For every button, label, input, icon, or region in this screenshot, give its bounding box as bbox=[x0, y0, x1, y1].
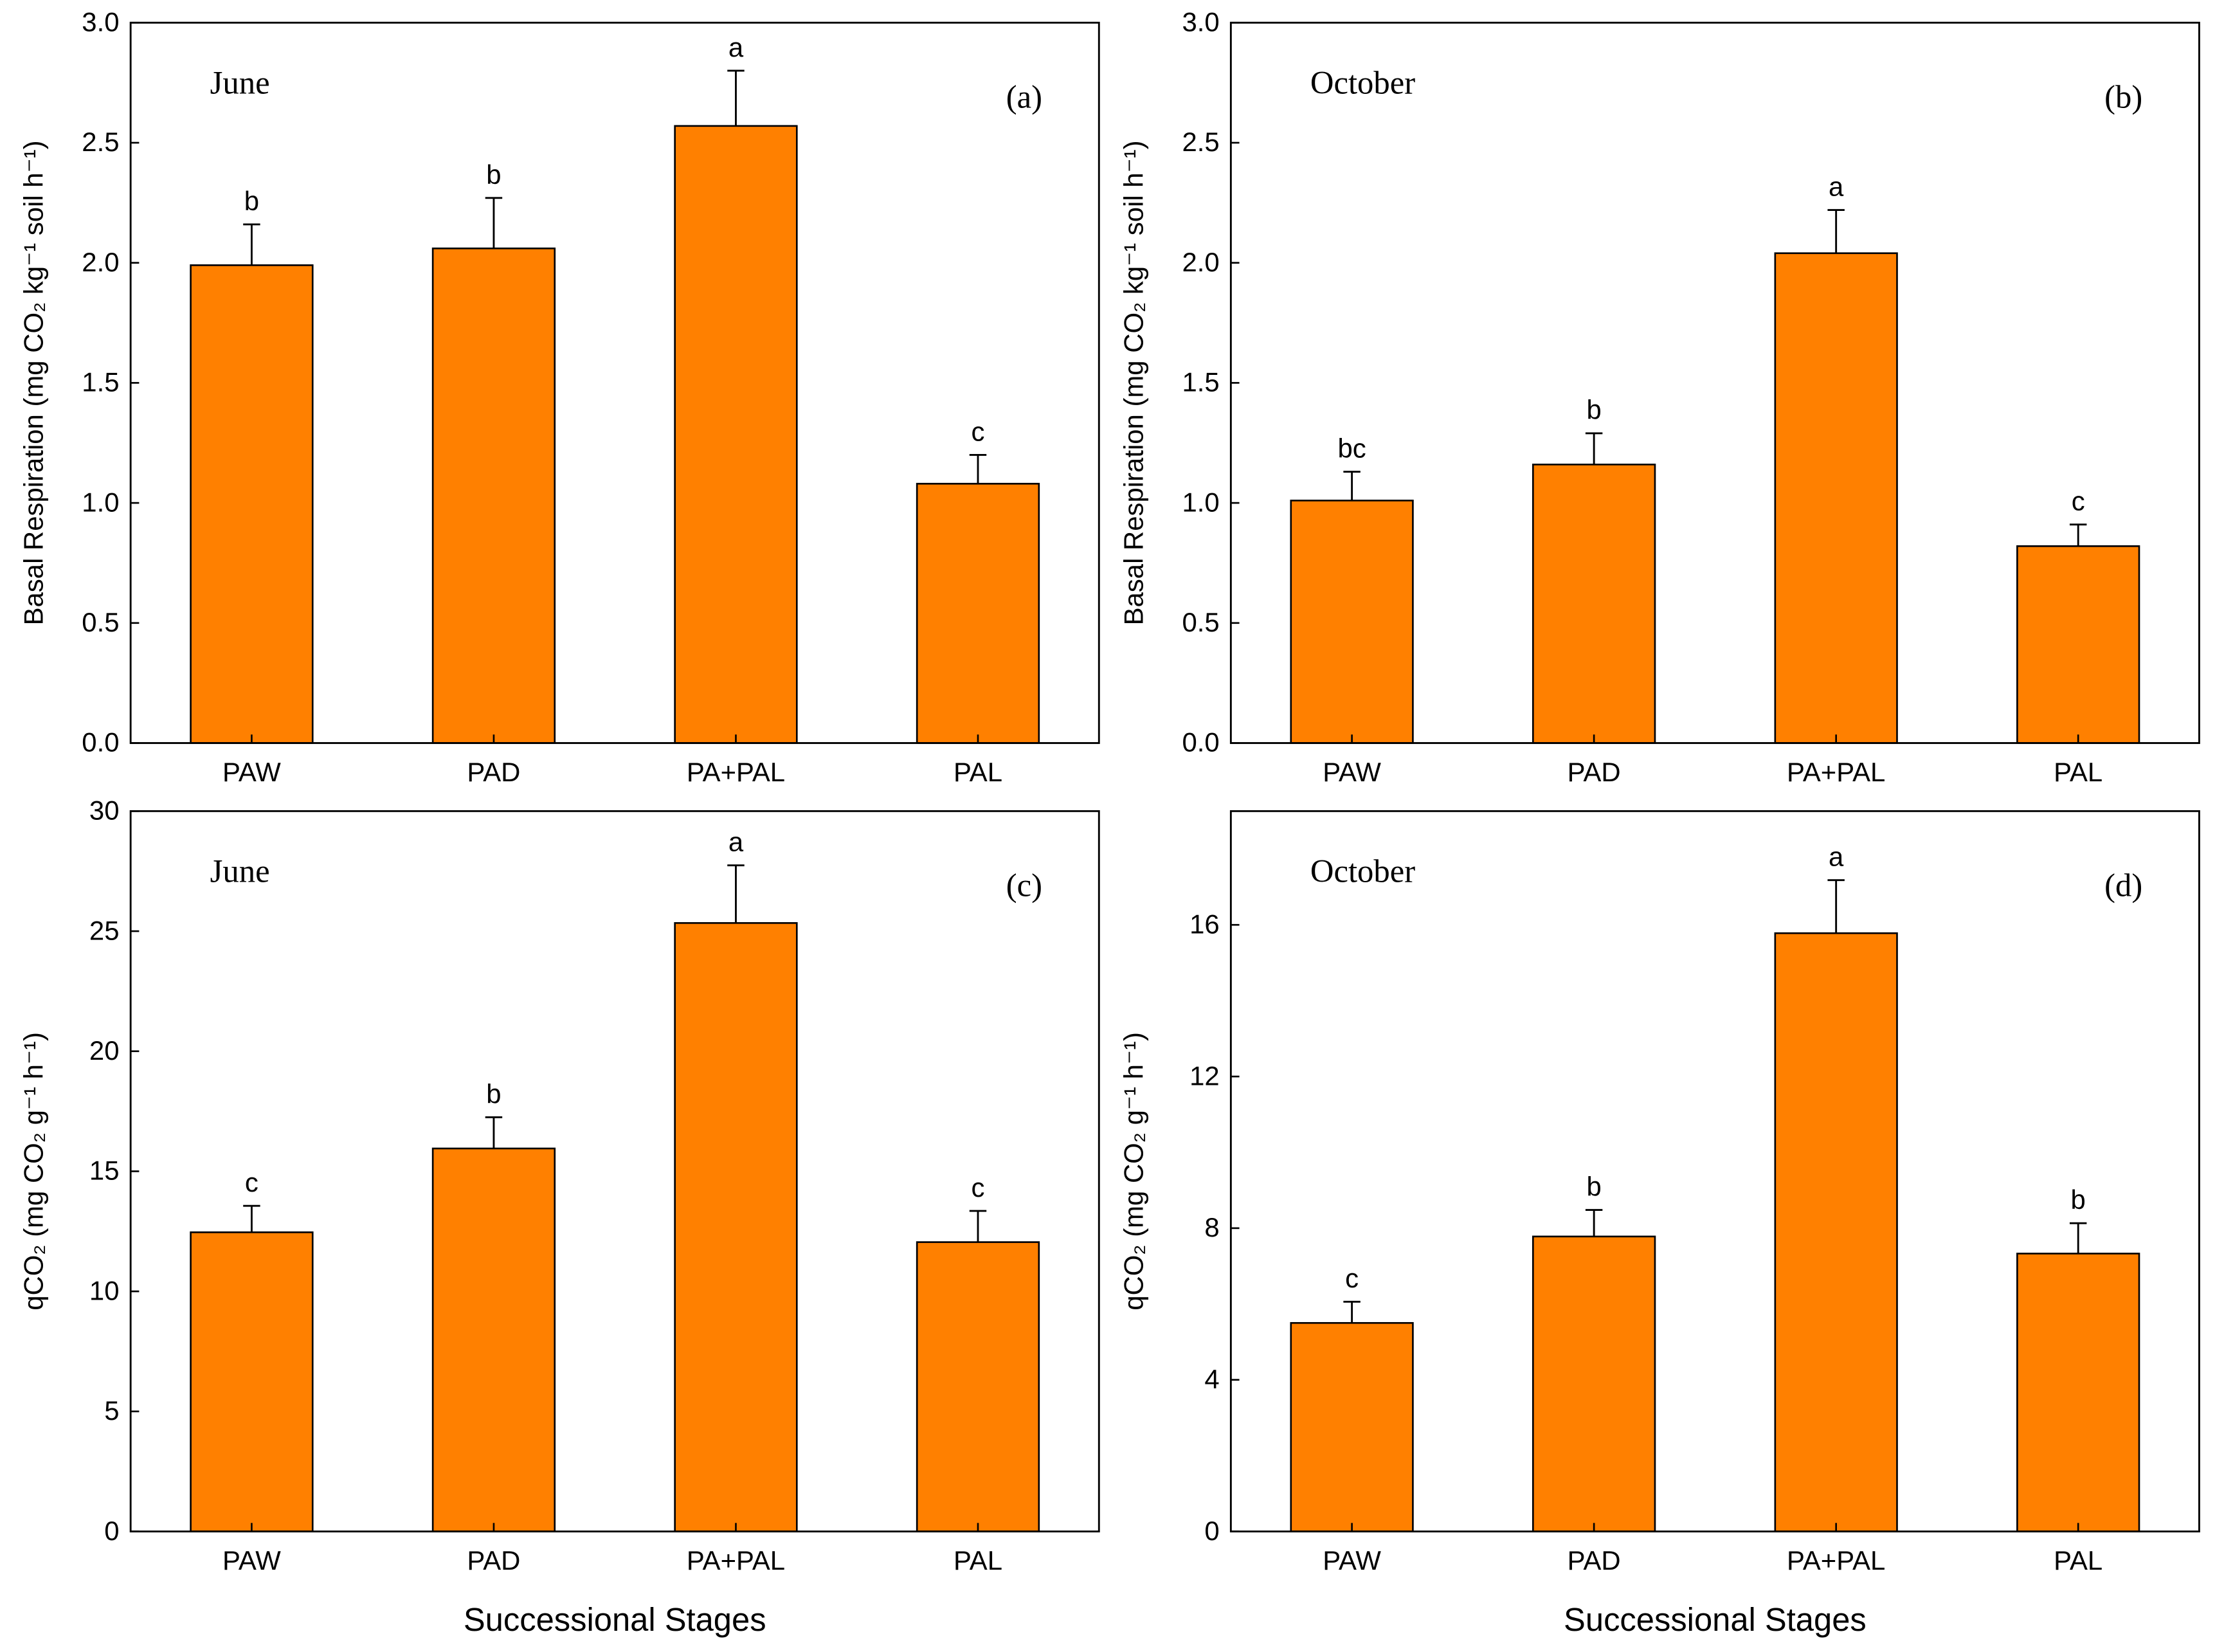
y-tick-label: 2.0 bbox=[1182, 247, 1219, 277]
bar bbox=[190, 264, 314, 744]
y-tick-label: 0.5 bbox=[1182, 607, 1219, 637]
bar bbox=[674, 922, 798, 1532]
panel-subtitle: June bbox=[210, 853, 270, 889]
plot-frame bbox=[129, 21, 1100, 744]
x-tick-label: PAD bbox=[467, 757, 520, 787]
plot-frame bbox=[129, 810, 1100, 1532]
significance-letter: b bbox=[2071, 1185, 2086, 1215]
x-tick-label: PAL bbox=[954, 757, 1002, 787]
panel-label: (c) bbox=[1006, 867, 1042, 903]
panel-subtitle: June bbox=[210, 65, 270, 101]
plot-frame bbox=[1229, 21, 2200, 744]
significance-letter: b bbox=[486, 159, 501, 190]
significance-letter: c bbox=[2072, 486, 2085, 516]
x-tick-label: PA+PAL bbox=[687, 757, 785, 787]
y-tick-label: 1.5 bbox=[82, 367, 119, 397]
y-tick-label: 0 bbox=[104, 1516, 119, 1546]
y-tick-label: 4 bbox=[1204, 1364, 1219, 1394]
panel-label: (d) bbox=[2104, 867, 2142, 903]
significance-letter: b bbox=[1586, 395, 1601, 425]
significance-letter: b bbox=[1586, 1172, 1601, 1202]
x-tick-label: PAW bbox=[1323, 757, 1381, 787]
significance-letter: a bbox=[728, 32, 744, 62]
y-tick-label: 5 bbox=[104, 1395, 119, 1426]
y-tick-label: 15 bbox=[89, 1156, 120, 1186]
significance-letter: c bbox=[245, 1167, 258, 1197]
y-axis-label: Basal Respiration (mg CO₂ kg⁻¹ soil h⁻¹) bbox=[1119, 140, 1149, 625]
y-tick-label: 1.5 bbox=[1182, 367, 1219, 397]
y-tick-label: 20 bbox=[89, 1035, 120, 1066]
panel-label: (b) bbox=[2104, 79, 2142, 115]
significance-letter: bc bbox=[1337, 433, 1366, 463]
y-tick-label: 25 bbox=[89, 915, 120, 945]
significance-letter: a bbox=[1829, 842, 1844, 872]
bar bbox=[1532, 1235, 1656, 1532]
x-axis-label: Successional Stages bbox=[464, 1601, 766, 1638]
x-tick-label: PAL bbox=[2054, 1545, 2102, 1575]
y-tick-label: 3.0 bbox=[82, 7, 119, 37]
y-tick-label: 0 bbox=[1204, 1516, 1219, 1546]
significance-letter: b bbox=[486, 1078, 501, 1109]
x-tick-label: PA+PAL bbox=[687, 1545, 785, 1575]
y-tick-label: 3.0 bbox=[1182, 7, 1219, 37]
bar bbox=[431, 1147, 556, 1532]
bar bbox=[916, 482, 1040, 744]
panel-subtitle: October bbox=[1310, 853, 1415, 889]
bar bbox=[1290, 500, 1414, 744]
bar bbox=[2016, 545, 2140, 744]
bar bbox=[674, 125, 798, 744]
x-tick-label: PA+PAL bbox=[1787, 757, 1885, 787]
y-tick-label: 10 bbox=[89, 1275, 120, 1305]
plot-frame bbox=[1229, 810, 2200, 1532]
significance-letter: a bbox=[728, 827, 744, 857]
bar bbox=[1774, 932, 1898, 1532]
significance-letter: c bbox=[972, 416, 985, 446]
x-tick-label: PA+PAL bbox=[1787, 1545, 1885, 1575]
significance-letter: c bbox=[1345, 1263, 1359, 1293]
y-tick-label: 1.0 bbox=[1182, 487, 1219, 517]
significance-letter: b bbox=[244, 186, 259, 216]
x-tick-label: PAD bbox=[467, 1545, 520, 1575]
x-tick-label: PAL bbox=[2054, 757, 2102, 787]
x-tick-label: PAL bbox=[954, 1545, 1002, 1575]
bar bbox=[916, 1241, 1040, 1532]
bar bbox=[431, 247, 556, 744]
bar bbox=[1290, 1321, 1414, 1532]
significance-letter: c bbox=[972, 1172, 985, 1203]
x-tick-label: PAD bbox=[1568, 1545, 1621, 1575]
y-tick-label: 2.0 bbox=[82, 247, 119, 277]
x-tick-label: PAW bbox=[1323, 1545, 1381, 1575]
y-axis-label: qCO₂ (mg CO₂ g⁻¹ h⁻¹) bbox=[18, 1032, 48, 1311]
x-tick-label: PAW bbox=[222, 1545, 281, 1575]
y-tick-label: 30 bbox=[89, 795, 120, 826]
panel-label: (a) bbox=[1006, 79, 1042, 115]
y-tick-label: 2.5 bbox=[82, 127, 119, 157]
y-tick-label: 0.0 bbox=[82, 727, 119, 758]
y-axis-label: qCO₂ (mg CO₂ g⁻¹ h⁻¹) bbox=[1119, 1032, 1149, 1311]
bar bbox=[190, 1231, 314, 1532]
x-tick-label: PAD bbox=[1568, 757, 1621, 787]
y-tick-label: 2.5 bbox=[1182, 127, 1219, 157]
x-axis-label: Successional Stages bbox=[1564, 1601, 1867, 1638]
y-tick-label: 16 bbox=[1189, 909, 1220, 939]
panel-subtitle: October bbox=[1310, 65, 1415, 101]
bar bbox=[1774, 252, 1898, 744]
y-tick-label: 0.5 bbox=[82, 607, 119, 637]
y-tick-label: 0.0 bbox=[1182, 727, 1219, 758]
y-tick-label: 8 bbox=[1204, 1212, 1219, 1242]
y-tick-label: 1.0 bbox=[82, 487, 119, 517]
bar bbox=[1532, 464, 1656, 744]
significance-letter: a bbox=[1829, 171, 1844, 201]
x-tick-label: PAW bbox=[222, 757, 281, 787]
bar bbox=[2016, 1253, 2140, 1532]
y-axis-label: Basal Respiration (mg CO₂ kg⁻¹ soil h⁻¹) bbox=[18, 140, 48, 625]
y-tick-label: 12 bbox=[1189, 1060, 1220, 1091]
